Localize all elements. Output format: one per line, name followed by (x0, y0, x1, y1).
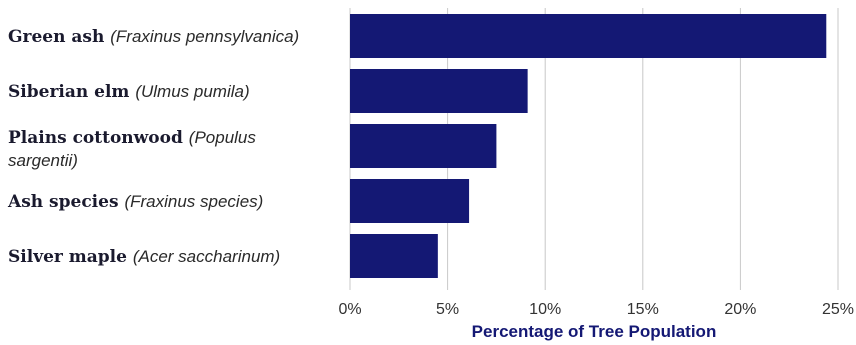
category-labels: Green ash (Fraxinus pennsylvanica) Siberi… (7, 27, 299, 267)
bar (350, 179, 470, 223)
category-label: Ash species (Fraxinus species) (7, 192, 263, 212)
x-tick-label: 25% (822, 301, 854, 318)
x-tick-label: 20% (724, 301, 756, 318)
bar (350, 69, 528, 113)
x-axis-title: Percentage of Tree Population (472, 322, 717, 341)
category-label: Green ash (Fraxinus pennsylvanica) (8, 27, 299, 47)
x-tick-label: 15% (627, 301, 659, 318)
x-tick-label: 10% (529, 301, 561, 318)
x-tick-label: 5% (436, 301, 459, 318)
bar (350, 14, 827, 58)
category-label: Silver maple (Acer saccharinum) (8, 247, 280, 267)
category-label: Plains cottonwood (Populus (8, 128, 256, 148)
category-label: Siberian elm (Ulmus pumila) (8, 82, 250, 102)
x-tick-labels: 0% 5% 10% 15% 20% 25% (338, 301, 854, 318)
bar (350, 124, 497, 168)
category-label-cont: sargentii) (8, 151, 78, 170)
x-tick-label: 0% (338, 301, 361, 318)
bar (350, 234, 438, 278)
bars (350, 14, 827, 278)
